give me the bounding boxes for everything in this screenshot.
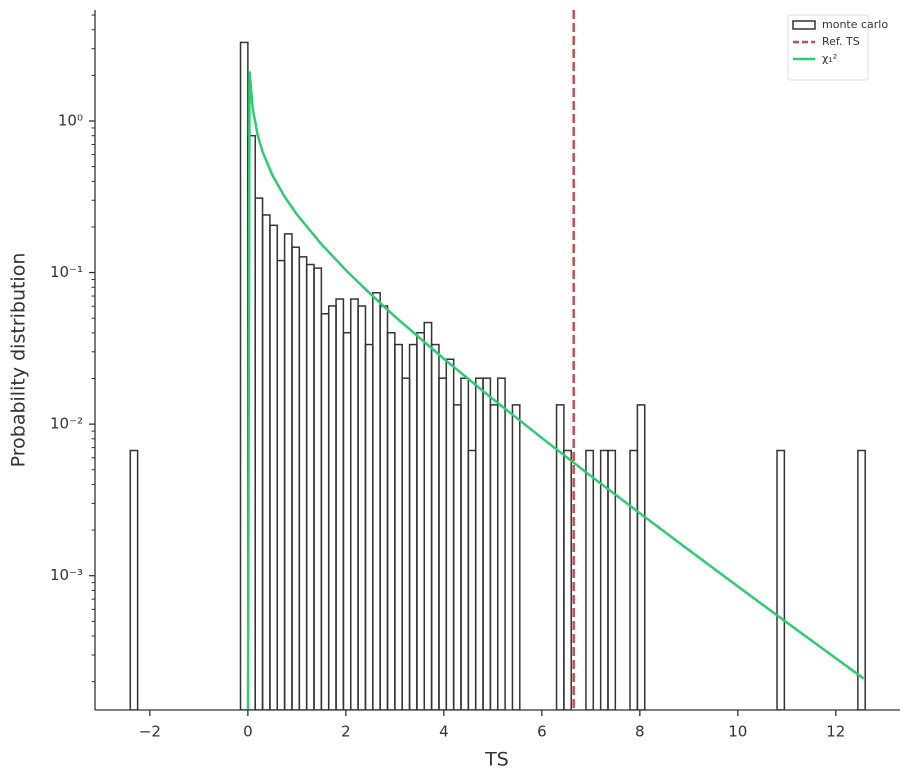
legend-box [787, 14, 869, 81]
legend-label: χ₁² [822, 52, 837, 65]
histogram-bar [394, 343, 403, 710]
legend: monte carlo Ref. TS χ₁² [787, 14, 888, 81]
histogram-bar [357, 305, 367, 710]
histogram-bar [298, 256, 308, 710]
histogram-bar [629, 449, 639, 710]
histogram-bar [467, 449, 477, 710]
histogram-bar [607, 449, 617, 710]
x-axis-label: TS [484, 749, 509, 771]
curve [246, 71, 865, 710]
histogram-bar [239, 41, 249, 710]
x-tick-label: 4 [439, 723, 449, 741]
histogram-bar [423, 321, 433, 710]
histogram-bar [401, 377, 411, 710]
histogram-bar [563, 449, 572, 710]
y-tick-label: 10⁰ [58, 112, 83, 130]
histogram-bar [386, 331, 396, 710]
histogram-bar [489, 404, 499, 710]
histogram-bar [460, 377, 470, 710]
y-tick-label: 10⁻² [50, 415, 83, 433]
x-tick-label: 8 [635, 723, 645, 741]
histogram-bar [313, 267, 323, 710]
x-tick-label: −2 [139, 723, 161, 741]
legend-swatch [792, 20, 816, 30]
legend-label: Ref. TS [822, 35, 860, 48]
x-tick-label: 10 [728, 723, 747, 741]
plot-area [129, 10, 866, 710]
histogram-bar [364, 343, 374, 710]
histogram-bar [379, 305, 389, 710]
histogram-bar [408, 343, 418, 710]
y-tick-label: 10⁻¹ [50, 263, 83, 281]
x-tick-label: 6 [537, 723, 547, 741]
histogram-bar [342, 331, 352, 710]
histogram-bar [511, 404, 521, 710]
y-axis-label: Probability distribution [8, 253, 30, 468]
histogram-bar [320, 312, 330, 710]
histogram-bar [585, 449, 595, 710]
histogram-bar [857, 449, 866, 710]
histogram-bar [129, 449, 139, 710]
histogram-bar [327, 305, 337, 710]
histogram-bar [305, 263, 315, 710]
histogram-bar [291, 246, 301, 710]
histogram-bar [283, 233, 293, 710]
x-tick-label: 12 [826, 723, 845, 741]
histogram-bar [636, 404, 646, 710]
histogram-bar [496, 377, 506, 710]
legend-label: monte carlo [822, 18, 888, 31]
histogram-bar [438, 377, 448, 710]
histogram-bar [350, 298, 359, 710]
x-tick-label: 2 [341, 723, 351, 741]
histogram-bar [776, 449, 786, 710]
histogram-bar [335, 298, 345, 710]
histogram-bar [372, 291, 381, 710]
histogram-bar [416, 331, 426, 710]
histogram-bar [430, 343, 440, 710]
histogram-bar [269, 224, 279, 710]
histogram-bar [445, 358, 455, 710]
histogram-bar [474, 377, 484, 710]
histogram-bar [276, 259, 286, 710]
y-tick-label: 10⁻³ [50, 566, 83, 584]
histogram-bar [482, 377, 492, 710]
histogram-bar [452, 404, 462, 710]
histogram-bar [254, 197, 264, 710]
histogram-bar [261, 214, 271, 710]
x-tick-label: 0 [243, 723, 253, 741]
